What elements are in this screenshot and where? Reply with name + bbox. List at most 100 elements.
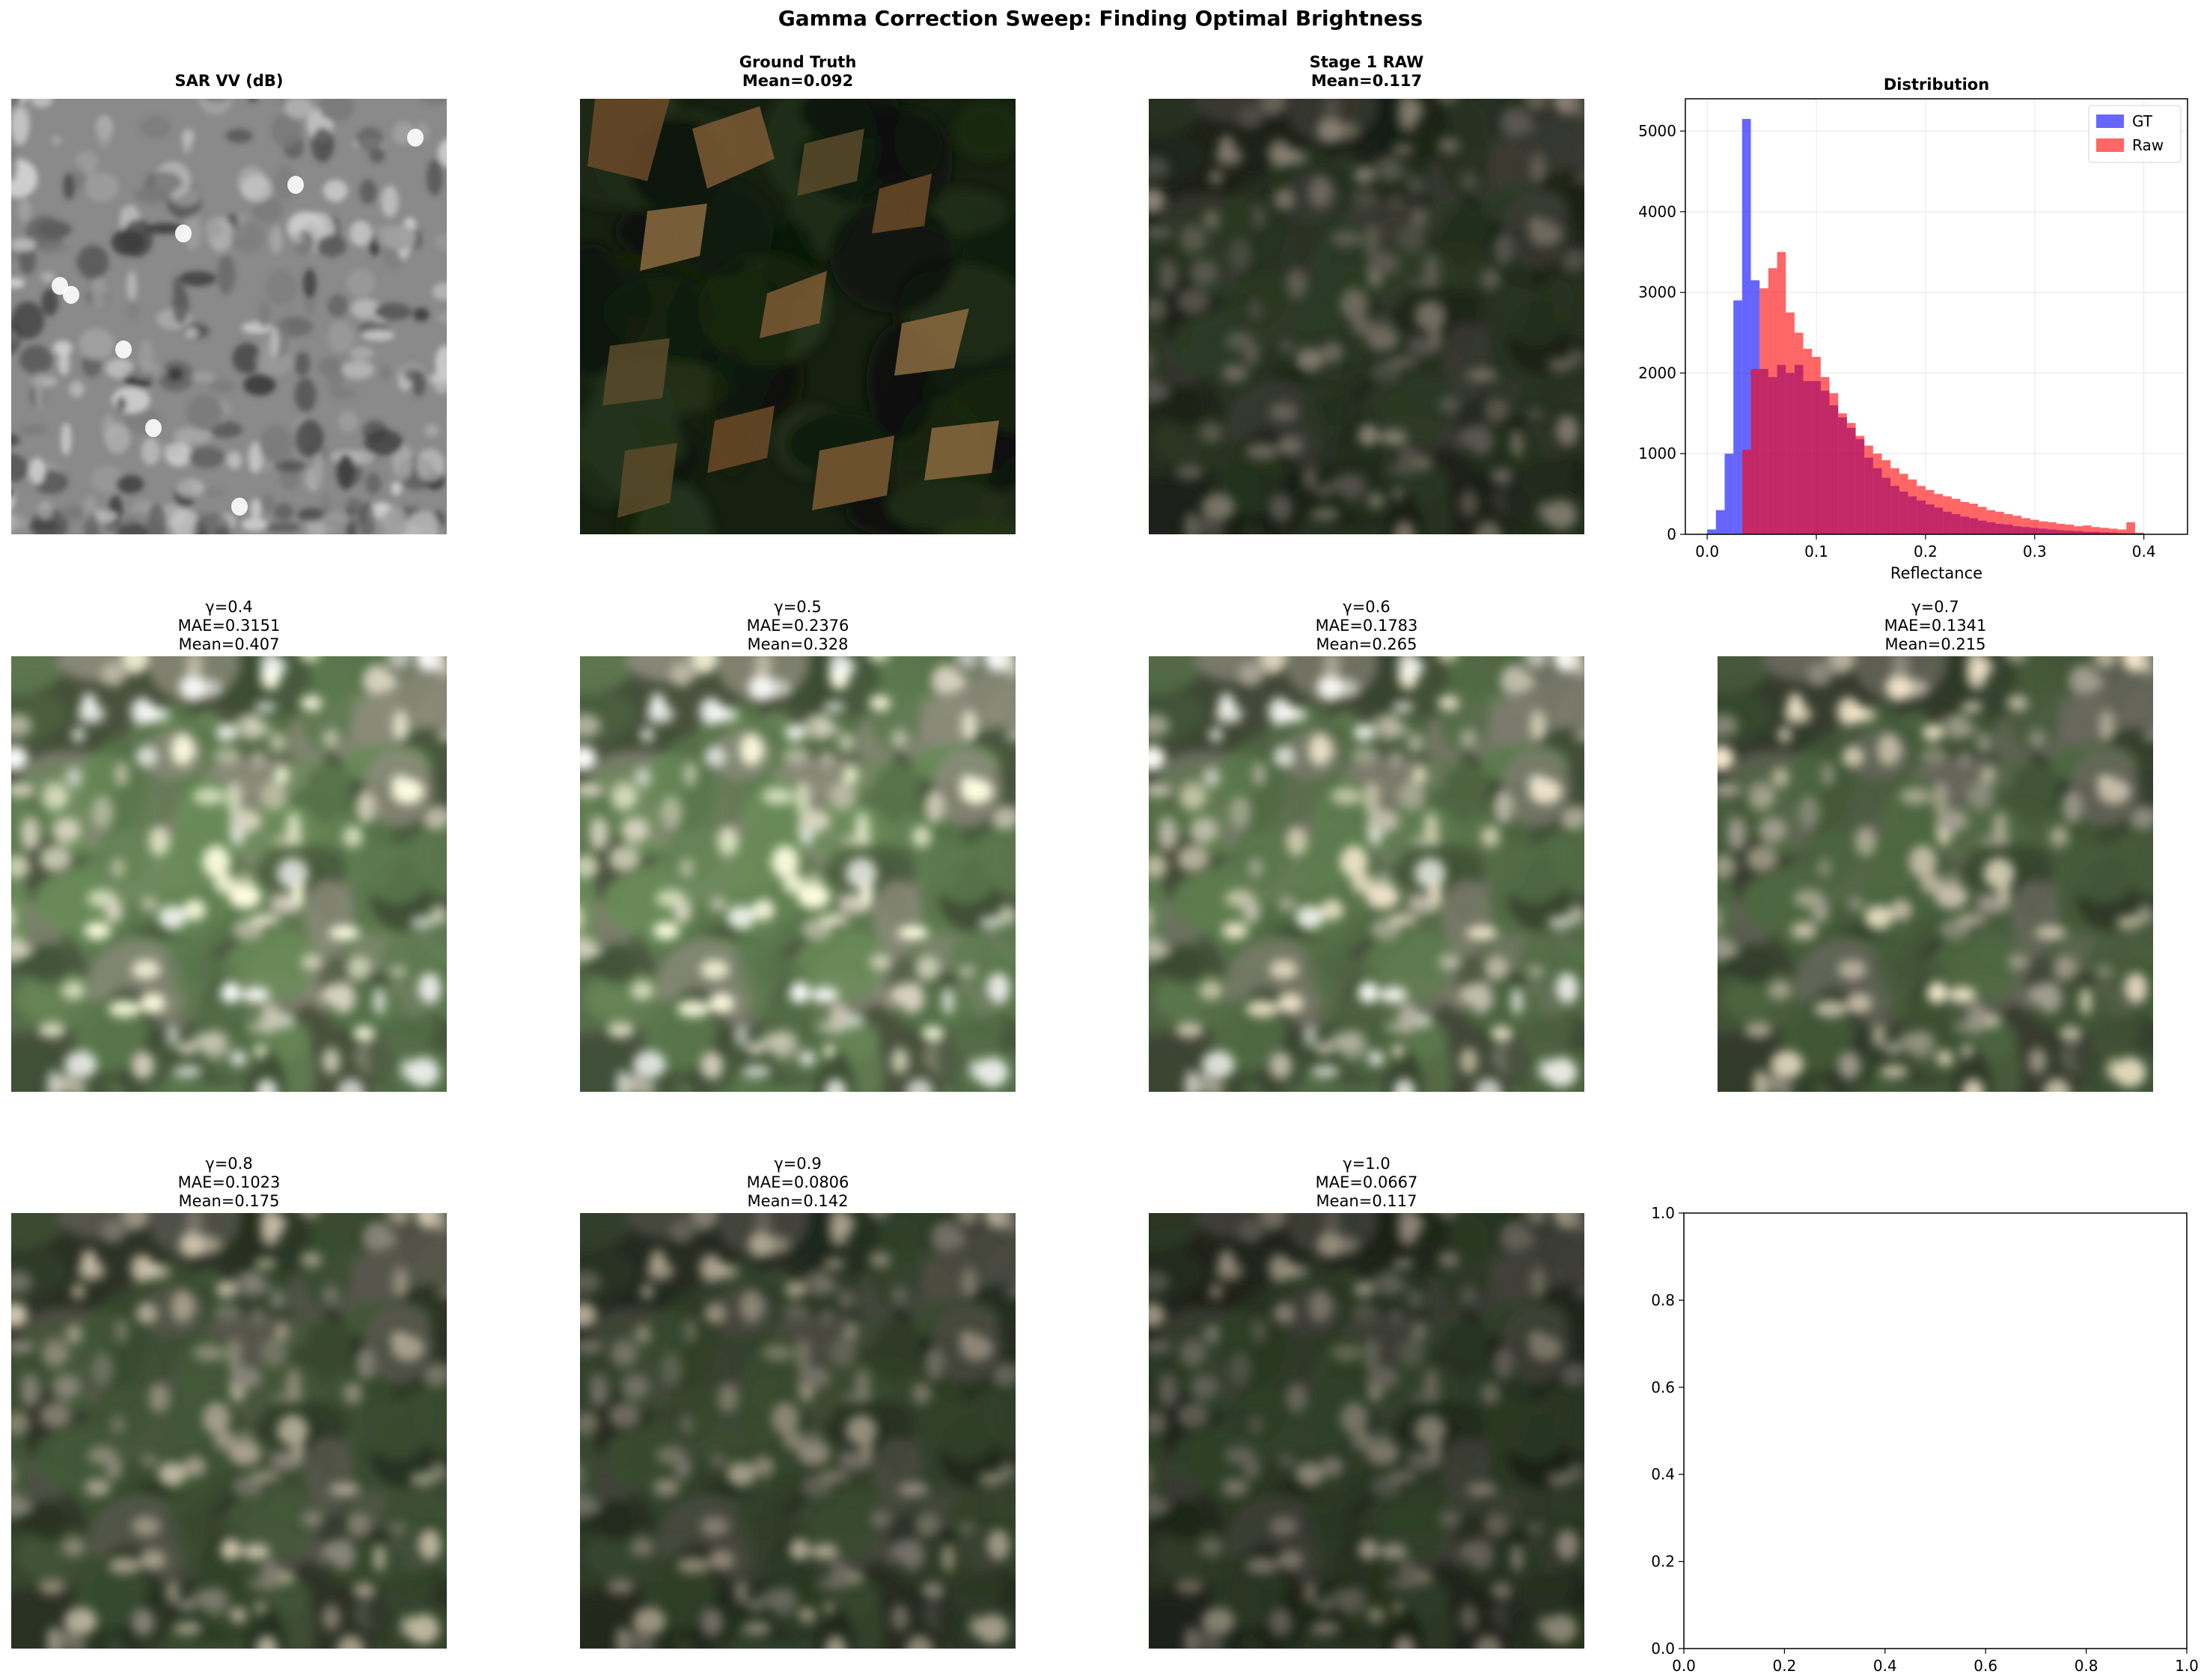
hist-bar-raw: [1777, 251, 1786, 534]
y-tick-label: 0.6: [1651, 1378, 1675, 1396]
panel-title-sar: SAR VV (dB): [174, 72, 284, 90]
hist-bar-raw: [1768, 268, 1777, 534]
hist-bar-raw: [1960, 501, 1970, 534]
y-tick-label: 0: [1667, 525, 1676, 543]
hist-bar-raw: [1759, 288, 1768, 534]
gamma-1-0-image: [1149, 1213, 1584, 1649]
hist-bar-raw: [2074, 526, 2083, 534]
panel-title-ground-truth: Ground Truth Mean=0.092: [739, 53, 857, 90]
empty-axes-frame: [1683, 1212, 2188, 1649]
hist-bar-raw: [1934, 494, 1944, 534]
series-raw: [1741, 251, 2144, 534]
hist-bar-raw: [1995, 511, 2004, 534]
hist-bar-raw: [2030, 519, 2039, 534]
stage1-raw-image: [1149, 99, 1584, 534]
hist-bar-raw: [1908, 479, 1917, 534]
gamma-0-4-image: [11, 656, 447, 1092]
x-tick-label: 0.1: [1804, 543, 1828, 560]
hist-bar-raw: [1864, 445, 1873, 534]
x-tick-label: 0.0: [1695, 543, 1719, 560]
gamma-0-8-image: [11, 1213, 447, 1649]
hist-bar-gt: [1707, 529, 1716, 534]
x-tick-label: 0.8: [2075, 1657, 2098, 1675]
hist-bar-gt: [1724, 453, 1734, 534]
hist-bar-raw: [1986, 510, 1996, 534]
y-tick-label: 5000: [1638, 122, 1676, 140]
hist-bar-raw: [2082, 525, 2092, 534]
x-tick-label: 0.2: [1772, 1657, 1796, 1675]
y-tick-label: 1.0: [1651, 1204, 1675, 1222]
y-tick-label: 2000: [1638, 364, 1676, 382]
legend-swatch-raw: [2096, 138, 2124, 152]
x-tick-label: 0.4: [1873, 1657, 1897, 1675]
hist-bar-raw: [1917, 486, 1926, 534]
panel-title-gamma-1-0: γ=1.0 MAE=0.0667 Mean=0.117: [1315, 1155, 1418, 1210]
y-tick-label: 0.2: [1651, 1553, 1675, 1571]
hist-bar-raw: [1786, 312, 1795, 534]
hist-bar-raw: [1899, 474, 1908, 534]
hist-bar-raw: [1820, 376, 1830, 534]
hist-bar-raw: [2091, 527, 2101, 534]
hist-bar-raw: [1872, 453, 1882, 534]
hist-bar-gt: [1715, 510, 1725, 534]
hist-bar-gt: [1733, 300, 1742, 534]
hist-bar-raw: [2108, 528, 2118, 534]
hist-bar-raw: [1855, 436, 1865, 534]
x-tick-label: 1.0: [2175, 1657, 2199, 1675]
hist-bar-raw: [1977, 507, 1987, 534]
hist-bar-raw: [2056, 523, 2066, 534]
panel-title-gamma-0-7: γ=0.7 MAE=0.1341 Mean=0.215: [1884, 598, 1987, 653]
gamma-0-6-image: [1149, 656, 1584, 1092]
panel-title-gamma-0-6: γ=0.6 MAE=0.1783 Mean=0.265: [1315, 598, 1418, 653]
y-tick-label: 0.0: [1651, 1640, 1675, 1658]
hist-bar-raw: [2126, 522, 2135, 534]
y-tick-label: 3000: [1638, 284, 1676, 302]
x-tick-label: 0.2: [1914, 543, 1938, 560]
panel-title-gamma-0-8: γ=0.8 MAE=0.1023 Mean=0.175: [177, 1155, 281, 1210]
histogram-frame: [1685, 98, 2188, 535]
legend-label-raw: Raw: [2132, 136, 2164, 154]
hist-bar-raw: [2012, 516, 2022, 534]
hist-bar-raw: [1943, 496, 1952, 534]
x-tick-label: 0.4: [2132, 543, 2156, 560]
ground-truth-image: [580, 99, 1016, 534]
hist-bar-raw: [1846, 423, 1856, 534]
hist-bar-raw: [1812, 356, 1821, 534]
x-axis-label: Reflectance: [1890, 564, 1982, 582]
hist-bar-raw: [2003, 514, 2013, 534]
hist-bar-raw: [1794, 332, 1804, 534]
hist-bar-raw: [1750, 369, 1760, 534]
hist-bar-raw: [2048, 522, 2057, 534]
legend-label-gt: GT: [2132, 112, 2153, 130]
hist-bar-raw: [1838, 413, 1847, 534]
y-tick-label: 1000: [1638, 445, 1676, 462]
hist-bar-raw: [2100, 528, 2109, 534]
panel-title-stage1-raw: Stage 1 RAW Mean=0.117: [1309, 53, 1424, 90]
x-tick-label: 0.3: [2023, 543, 2047, 560]
gamma-0-7-image: [1718, 656, 2153, 1092]
hist-bar-raw: [2065, 525, 2075, 534]
gamma-0-5-image: [580, 656, 1016, 1092]
distribution-histogram: Distribution 0.0 0.1 0.2 0.3 0.4 0 1000 2000 3000…: [1638, 76, 2188, 582]
panel-title-gamma-0-4: γ=0.4 MAE=0.3151 Mean=0.407: [177, 598, 281, 653]
hist-bar-raw: [1951, 498, 1961, 534]
y-tick-label: 4000: [1638, 203, 1676, 221]
sar-image: [11, 99, 447, 534]
hist-bar-raw: [2134, 532, 2144, 534]
x-tick-label: 0.0: [1672, 1657, 1696, 1675]
hist-bar-raw: [2117, 529, 2127, 534]
x-tick-label: 0.6: [1973, 1657, 1997, 1675]
panel-title-gamma-0-9: γ=0.9 MAE=0.0806 Mean=0.142: [746, 1155, 849, 1210]
hist-bar-raw: [1969, 504, 1978, 534]
hist-bar-raw: [1803, 349, 1813, 534]
hist-bar-raw: [1925, 489, 1935, 534]
y-tick-label: 0.4: [1651, 1465, 1675, 1483]
hist-bar-raw: [1881, 459, 1891, 534]
figure-title: Gamma Correction Sweep: Finding Optimal …: [778, 6, 1423, 31]
hist-bar-gt: [1741, 118, 1751, 534]
hist-bar-raw: [2021, 518, 2030, 534]
hist-bar-raw: [2039, 521, 2048, 534]
hist-bar-raw: [1890, 468, 1899, 534]
hist-bar-raw: [1829, 393, 1839, 534]
gamma-0-9-image: [580, 1213, 1016, 1649]
